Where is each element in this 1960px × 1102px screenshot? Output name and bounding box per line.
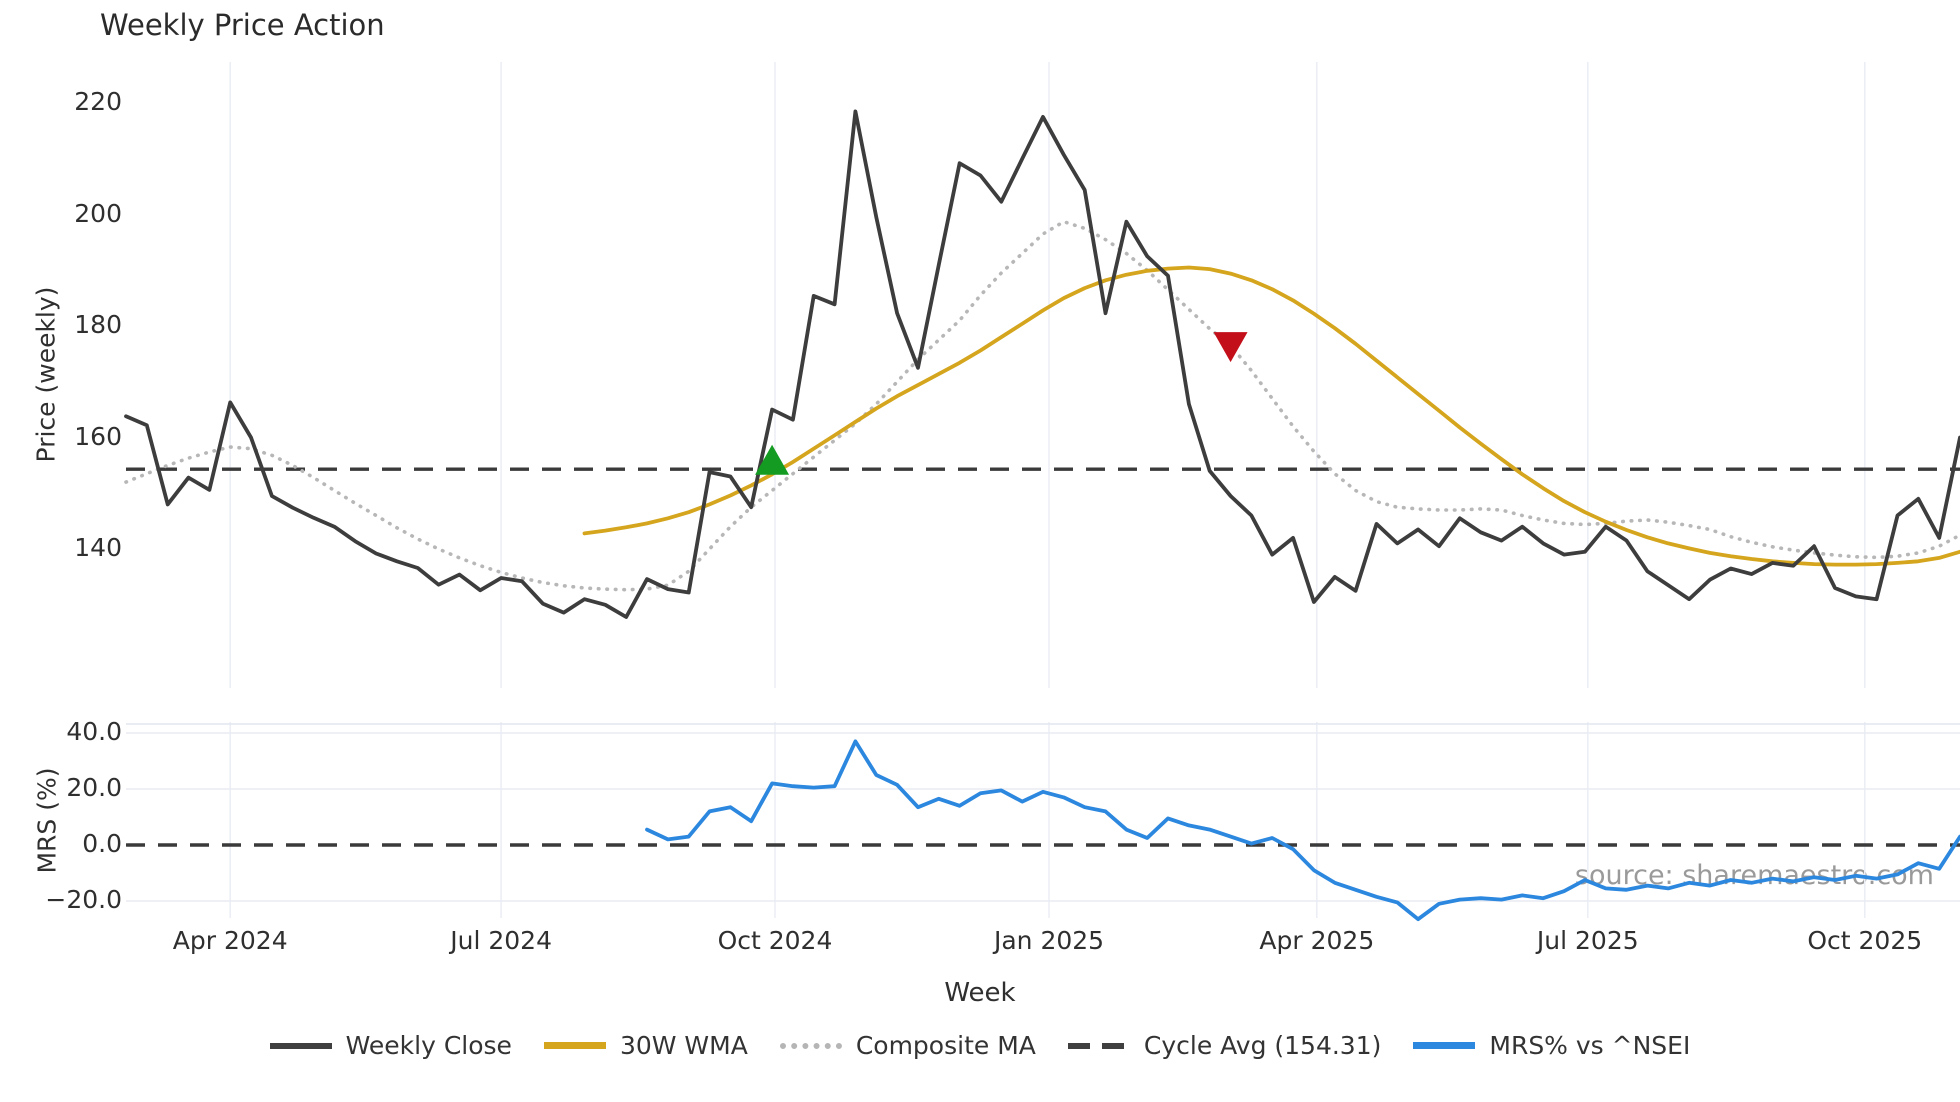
legend-label: Composite MA (855, 1031, 1036, 1060)
legend-label: Cycle Avg (154.31) (1143, 1031, 1382, 1060)
legend-label: MRS% vs ^NSEI (1489, 1031, 1691, 1060)
buy-signal-marker-icon (755, 444, 790, 475)
legend-item-weekly-close: Weekly Close (269, 1031, 512, 1060)
composite-ma-swatch-icon (779, 1042, 842, 1049)
cycle-avg-swatch-icon (1067, 1042, 1130, 1049)
mrs-line (645, 739, 1960, 922)
x-tick-label: Jul 2025 (1536, 926, 1639, 955)
composite-ma-line (124, 219, 1960, 592)
mrs-tick-label: −20.0 (45, 885, 122, 914)
mrs-tick-label: 0.0 (82, 829, 122, 858)
chart-title: Weekly Price Action (100, 8, 385, 42)
mrs-line-swatch-icon (1413, 1042, 1476, 1049)
legend-label: 30W WMA (619, 1031, 748, 1060)
price-tick-label: 200 (74, 198, 122, 228)
chart-legend: Weekly Close 30W WMA Composite MA Cycle … (0, 1031, 1960, 1060)
x-tick-label: Jan 2025 (993, 926, 1105, 955)
weekly-close-line (124, 109, 1960, 619)
price-tick-label: 140 (74, 533, 122, 562)
sell-signal-marker-icon (1213, 332, 1248, 363)
x-tick-label: Oct 2025 (1807, 926, 1923, 955)
wma-30w-line (582, 265, 1960, 567)
legend-item-mrs: MRS% vs ^NSEI (1413, 1031, 1690, 1060)
legend-item-30w-wma: 30W WMA (543, 1031, 748, 1060)
weekly-close-line-swatch-icon (269, 1042, 332, 1049)
mrs-tick-label: 20.0 (66, 773, 122, 802)
mrs-tick-label: 40.0 (66, 717, 122, 746)
x-tick-label: Apr 2025 (1259, 926, 1375, 955)
price-tick-label: 160 (74, 421, 122, 451)
legend-item-composite-ma: Composite MA (779, 1031, 1036, 1060)
x-tick-label: Apr 2024 (172, 926, 288, 955)
x-tick-label: Oct 2024 (717, 926, 833, 955)
x-tick-label: Jul 2024 (450, 926, 552, 955)
legend-item-cycle-avg: Cycle Avg (154.31) (1067, 1031, 1382, 1060)
price-tick-label: 180 (74, 310, 122, 339)
wma-line-swatch-icon (543, 1042, 606, 1049)
price-tick-label: 220 (74, 87, 122, 116)
legend-label: Weekly Close (345, 1031, 512, 1060)
x-axis-label: Week (944, 978, 1016, 1008)
source-watermark: source: sharemaestro.com (1574, 860, 1934, 891)
